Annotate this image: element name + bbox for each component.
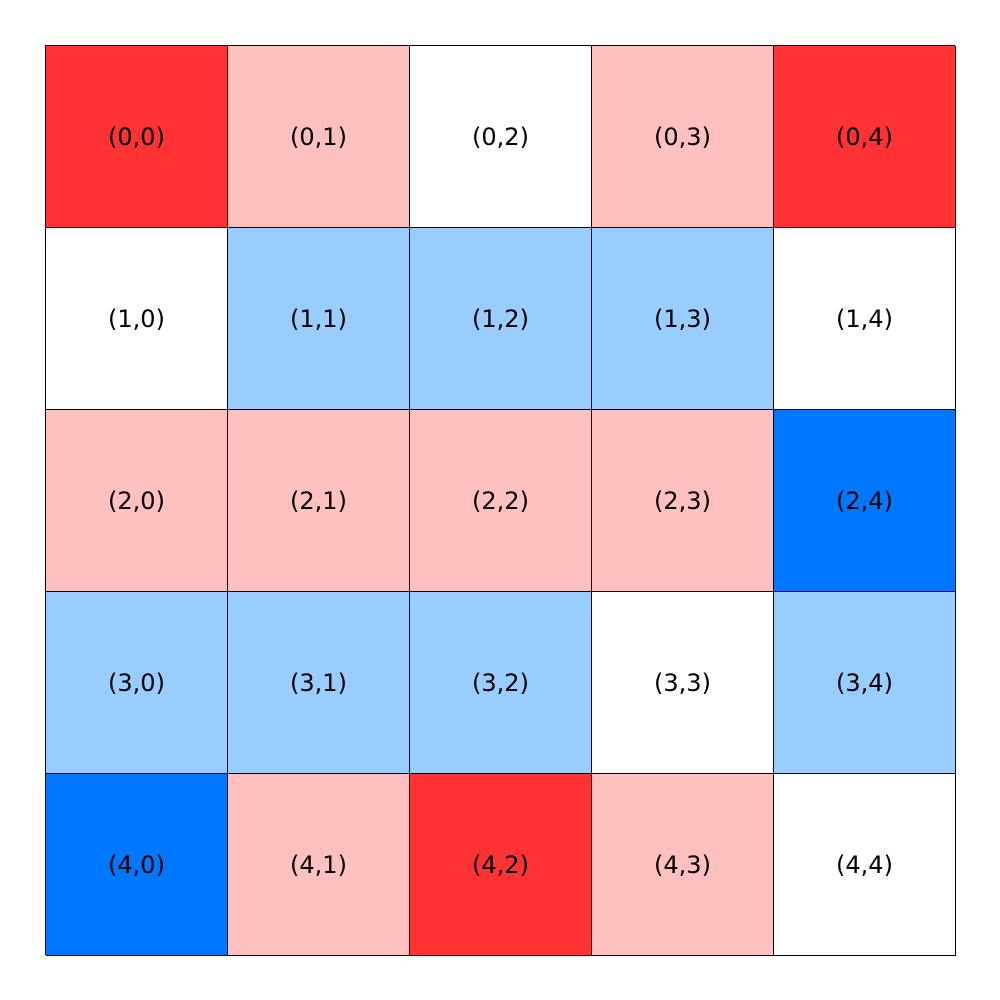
grid-cell[interactable]: (1,3) [592, 228, 774, 410]
grid-cell[interactable]: (4,1) [228, 774, 410, 956]
grid-cell[interactable]: (0,2) [410, 46, 592, 228]
grid-cell[interactable]: (0,1) [228, 46, 410, 228]
grid-cell[interactable]: (3,3) [592, 592, 774, 774]
grid-cell[interactable]: (2,4) [774, 410, 956, 592]
grid-cell[interactable]: (4,4) [774, 774, 956, 956]
grid-cell[interactable]: (3,1) [228, 592, 410, 774]
grid-cell[interactable]: (1,2) [410, 228, 592, 410]
game-board: (0,0) (0,1) (0,2) (0,3) (0,4) (1,0) (1,1) (1,2)… [45, 45, 956, 956]
grid-cell[interactable]: (4,2) [410, 774, 592, 956]
grid-cell[interactable]: (3,4) [774, 592, 956, 774]
grid-cell[interactable]: (3,2) [410, 592, 592, 774]
grid-cell[interactable]: (2,2) [410, 410, 592, 592]
grid-cell[interactable]: (1,4) [774, 228, 956, 410]
grid-cell[interactable]: (2,0) [46, 410, 228, 592]
grid-cell[interactable]: (0,0) [46, 46, 228, 228]
grid-cell[interactable]: (2,1) [228, 410, 410, 592]
grid-cell[interactable]: (1,1) [228, 228, 410, 410]
grid-cell[interactable]: (3,0) [46, 592, 228, 774]
grid-cell[interactable]: (0,3) [592, 46, 774, 228]
grid-cell[interactable]: (2,3) [592, 410, 774, 592]
grid-cell[interactable]: (1,0) [46, 228, 228, 410]
grid-cell[interactable]: (4,0) [46, 774, 228, 956]
grid-cell[interactable]: (0,4) [774, 46, 956, 228]
grid-cell[interactable]: (4,3) [592, 774, 774, 956]
